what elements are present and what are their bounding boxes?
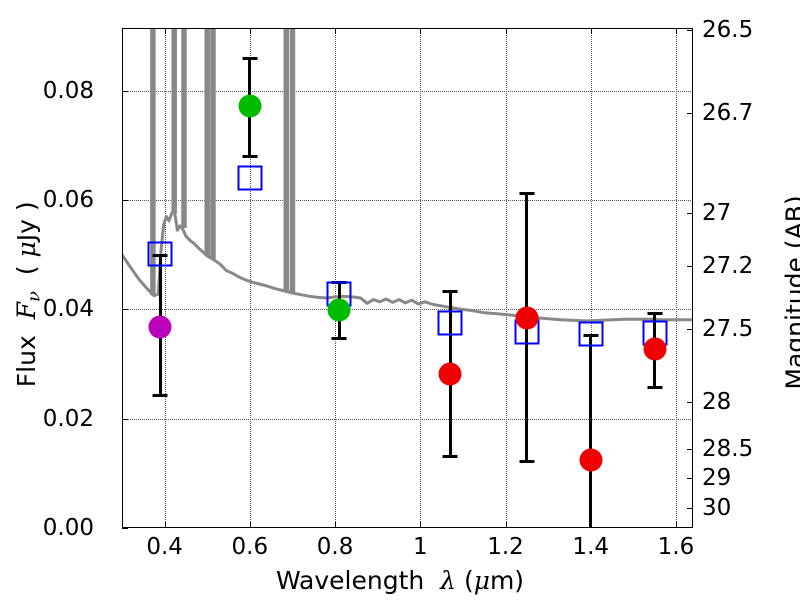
x-axis-tick: [590, 522, 592, 528]
x-axis-tick: [335, 28, 337, 34]
y-axis-tick-right: [687, 212, 693, 214]
axes-frame: [122, 28, 693, 528]
x-axis-tick: [420, 522, 422, 528]
emission-line: [150, 28, 156, 296]
error-bar-cap-upper: [242, 56, 258, 60]
y-axis-tick-label-left: 0.04: [42, 296, 94, 323]
gridline-vertical: [335, 28, 337, 528]
y-axis-tick-label-right: 28.5: [702, 435, 754, 462]
error-bar-cap-lower: [519, 459, 535, 463]
y-axis-label-right: Magnitude (AB): [780, 195, 800, 390]
gridline-horizontal: [122, 90, 693, 92]
y-axis-tick-label-right: 27: [702, 199, 732, 226]
error-bar: [589, 334, 593, 528]
y-axis-tick-label-right: 27.2: [702, 252, 754, 279]
model-photometry-marker: [437, 310, 463, 336]
error-bar-cap-upper: [583, 334, 599, 337]
x-axis-tick: [590, 28, 592, 34]
y-axis-tick-label-right: 26.7: [702, 99, 754, 126]
y-axis-tick-label-left: 0.06: [42, 187, 94, 214]
observed-photometry-marker: [238, 94, 262, 118]
x-axis-tick: [249, 522, 251, 528]
error-bar-cap-lower: [647, 385, 663, 389]
y-axis-tick-left: [122, 200, 128, 202]
y-axis-tick-right: [687, 112, 693, 114]
y-axis-tick-right: [687, 328, 693, 330]
x-axis-tick-label: 1.2: [487, 534, 524, 560]
x-axis-tick: [249, 28, 251, 34]
y-axis-tick-label-left: 0.08: [42, 77, 94, 104]
x-axis-tick-label: 0.4: [146, 534, 183, 560]
y-axis-tick-left: [122, 90, 128, 92]
observed-photometry-marker: [438, 362, 462, 386]
x-axis-tick: [164, 28, 166, 34]
x-axis-label: Wavelength λ (μm): [275, 566, 525, 595]
x-axis-tick-label: 1.6: [657, 534, 695, 560]
x-axis-tick-label: 0.6: [231, 534, 269, 560]
y-axis-tick-right: [687, 448, 693, 450]
gridline-horizontal: [122, 309, 693, 311]
y-axis-tick-label-right: 29: [702, 465, 732, 492]
y-axis-tick-left: [122, 418, 128, 420]
y-axis-tick-right: [687, 478, 693, 480]
observed-photometry-marker: [643, 337, 667, 361]
model-photometry-marker: [147, 241, 173, 267]
y-axis-tick-right: [687, 508, 693, 510]
y-axis-tick-label-right: 28: [702, 389, 732, 416]
emission-line: [204, 28, 210, 257]
error-bar-cap-upper: [647, 312, 663, 316]
model-photometry-marker: [237, 165, 263, 191]
x-axis-tick: [675, 522, 677, 528]
error-bar-cap-lower: [242, 155, 258, 159]
y-axis-tick-left: [122, 528, 128, 529]
gridline-vertical: [675, 28, 677, 528]
plot-area: [122, 28, 693, 528]
x-axis-tick: [675, 28, 677, 34]
x-axis-tick: [505, 28, 507, 34]
emission-line: [210, 28, 216, 260]
error-bar-cap-lower: [442, 455, 458, 459]
y-axis-tick-label-left: 0.00: [42, 515, 94, 541]
observed-photometry-marker: [579, 448, 603, 472]
gridline-horizontal: [122, 418, 693, 420]
emission-line: [181, 28, 187, 228]
y-axis-tick-right: [687, 265, 693, 267]
gridline-vertical: [590, 28, 592, 528]
y-axis-tick-label-right: 27.5: [702, 315, 754, 342]
error-bar-cap-lower: [331, 337, 347, 341]
gridline-vertical: [164, 28, 166, 528]
gridline-horizontal: [122, 200, 693, 202]
x-axis-tick: [420, 28, 422, 34]
emission-line: [283, 28, 290, 292]
y-axis-tick-label-right: 30: [702, 495, 732, 522]
observed-photometry-marker: [148, 315, 172, 339]
y-axis-tick-label-right: 26.5: [702, 16, 754, 43]
error-bar-cap-upper: [442, 289, 458, 293]
y-axis-tick-right: [687, 402, 693, 404]
x-axis-tick: [335, 522, 337, 528]
error-bar-cap-upper: [152, 253, 168, 257]
gridline-vertical: [249, 28, 251, 528]
emission-line: [171, 28, 177, 214]
y-axis-tick-label-left: 0.02: [42, 405, 94, 432]
gridline-vertical: [505, 28, 507, 528]
error-bar-cap-upper: [519, 191, 535, 195]
y-axis-tick-right: [687, 29, 693, 31]
gridline-vertical: [420, 28, 422, 528]
x-axis-tick: [505, 522, 507, 528]
x-axis-tick-label: 0.8: [316, 534, 354, 560]
x-axis-tick-label: 1.4: [572, 534, 610, 560]
y-axis-label-left: Flux Fν ( μJy ): [11, 201, 45, 388]
observed-photometry-marker: [327, 298, 351, 322]
error-bar-cap-lower: [152, 394, 168, 398]
x-axis-tick: [164, 522, 166, 528]
y-axis-tick-left: [122, 309, 128, 311]
emission-line: [289, 28, 296, 294]
x-axis-tick-label: 1: [412, 534, 428, 560]
observed-photometry-marker: [515, 306, 539, 330]
model-photometry-marker: [578, 321, 604, 347]
